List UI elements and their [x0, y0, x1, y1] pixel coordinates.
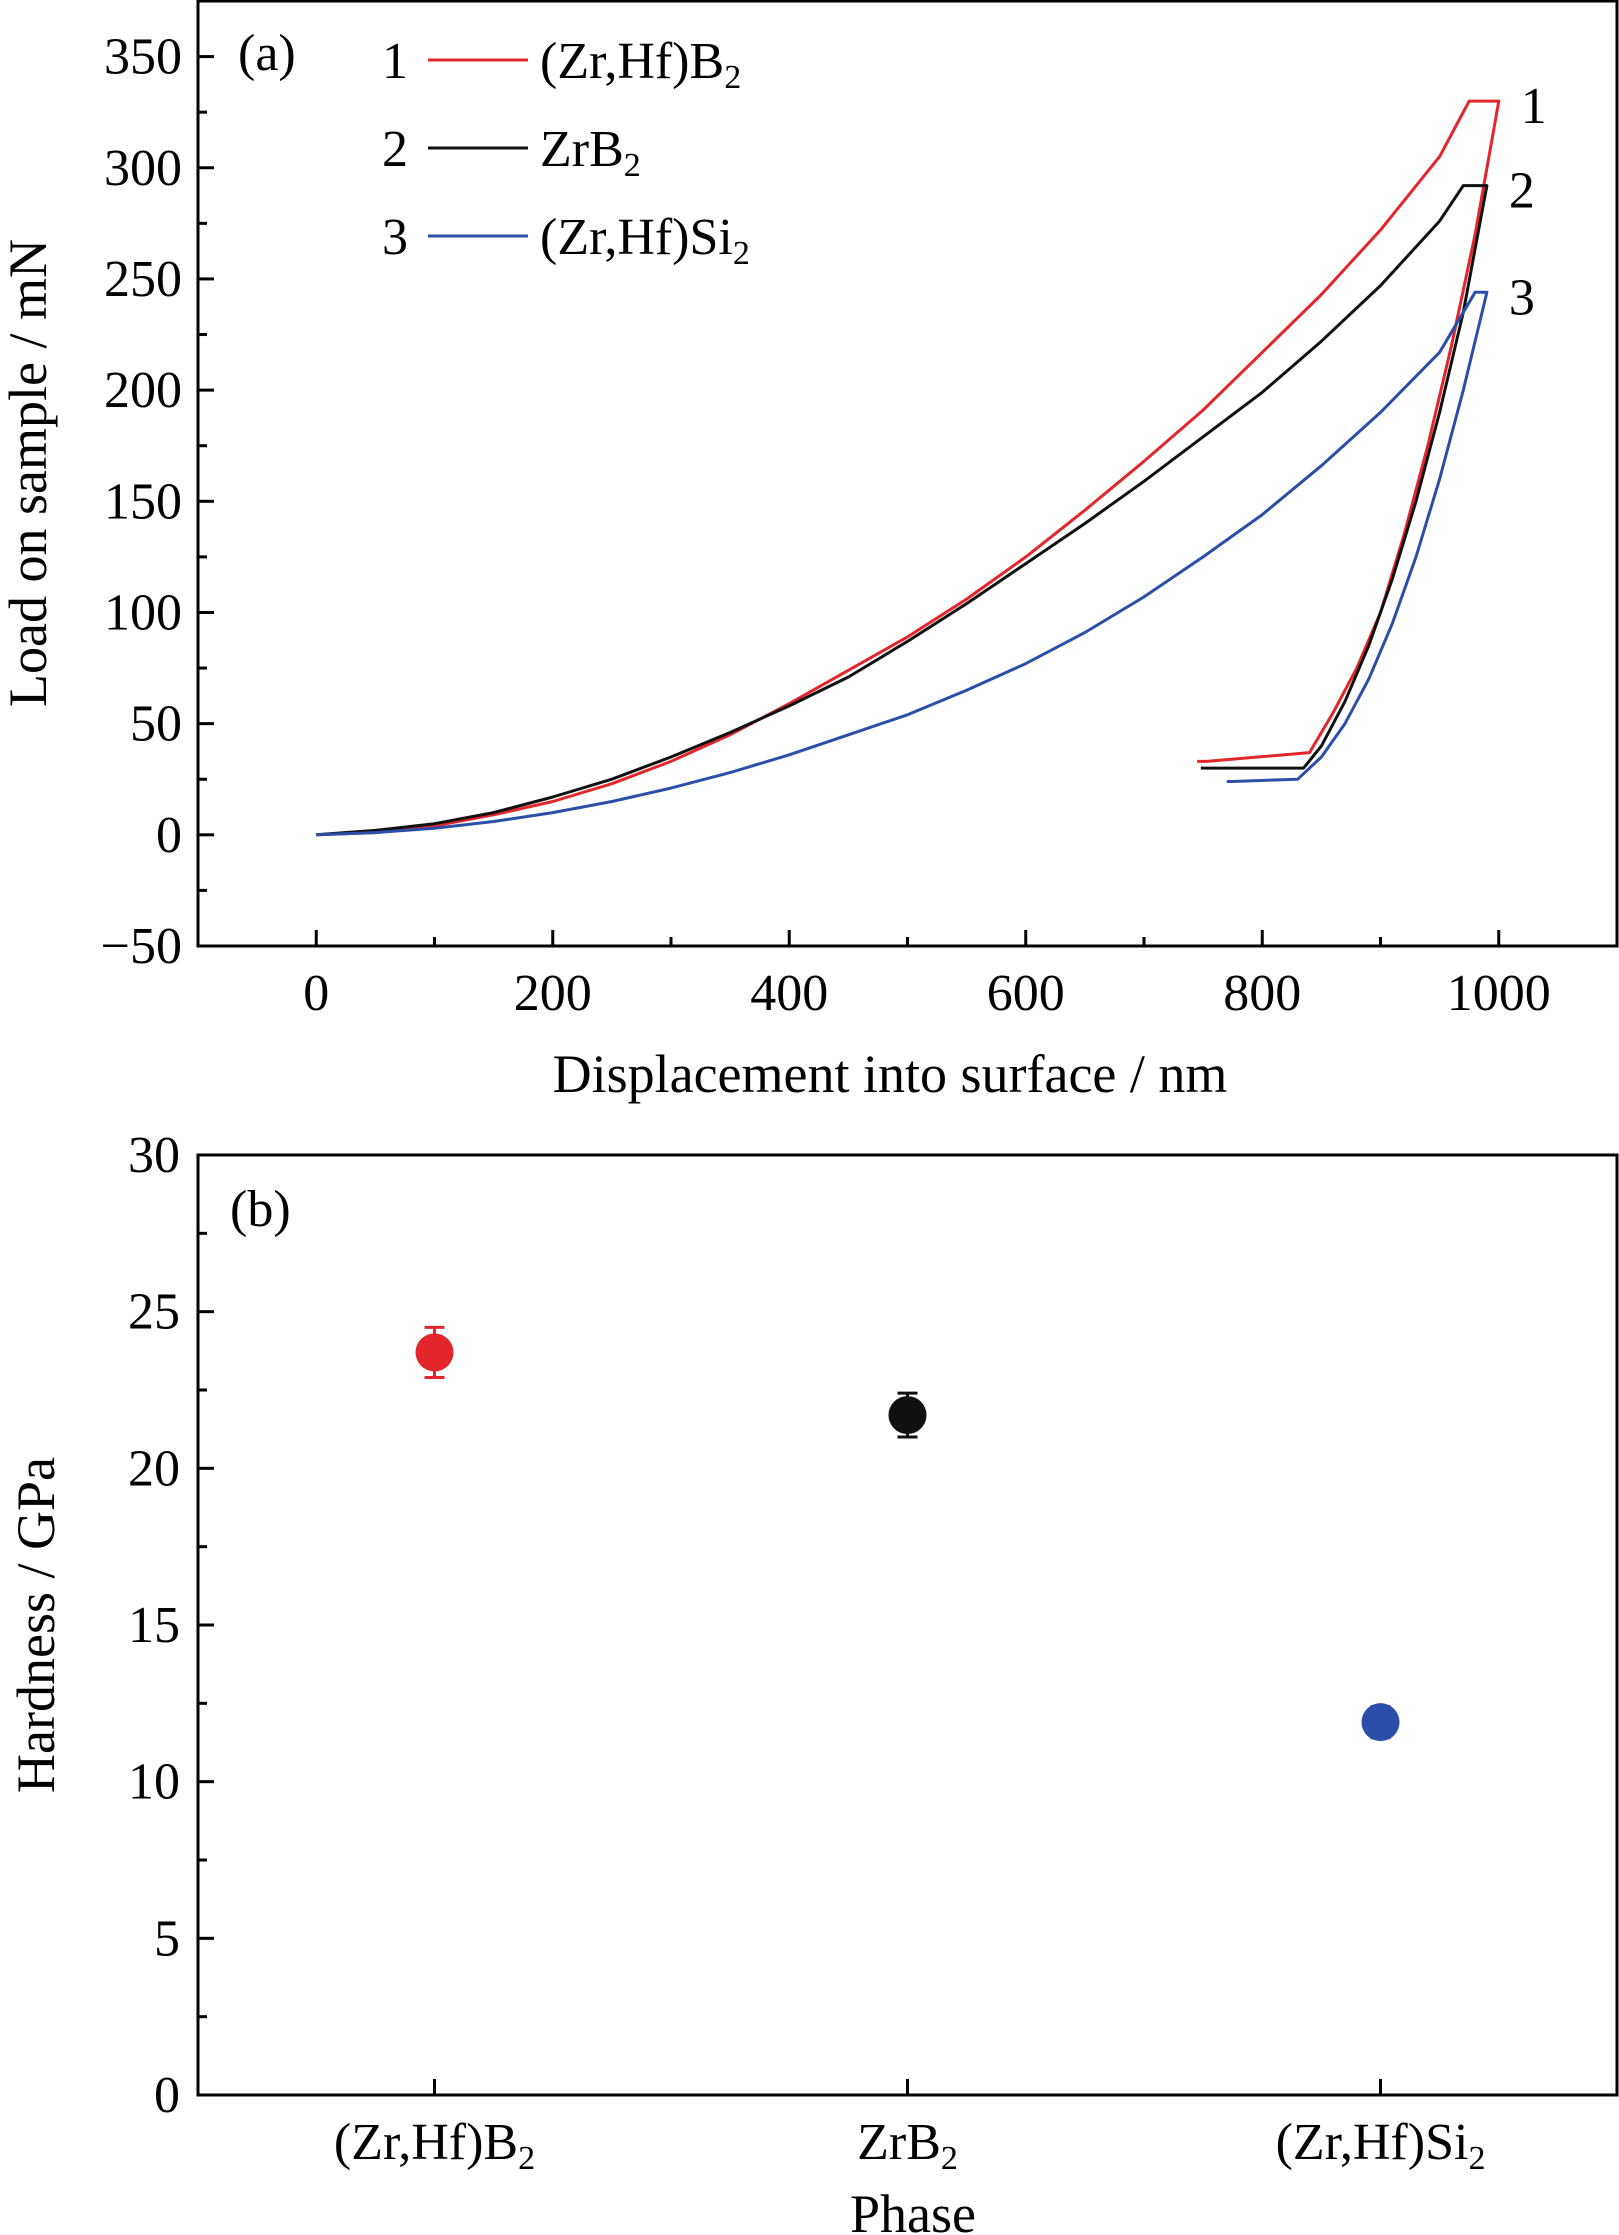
panel-b-label: (b): [230, 1181, 291, 1238]
panel-a-x-axis: 0 200 400 600 800 1000: [196, 930, 1619, 1022]
data-point: [415, 1325, 454, 1379]
legend-label: ZrB2: [540, 121, 641, 184]
panel-a-label: (a): [238, 25, 296, 82]
panel-b-y-axis-title: Hardness / GPa: [6, 1457, 66, 1793]
panel-a-plot-frame: [196, 0, 1619, 948]
y-tick-label: 5: [154, 1910, 180, 1967]
x-tick-label: 800: [1223, 965, 1301, 1022]
y-tick-label: −50: [101, 918, 182, 975]
point-marker: [888, 1396, 927, 1435]
y-tick-label: 300: [104, 140, 182, 197]
legend-number: 1: [382, 33, 408, 90]
point-marker: [415, 1333, 454, 1372]
panel-b-y-axis: 0 5 10 15 20 25 30: [128, 1127, 214, 2124]
panel-a-legend: 1 (Zr,Hf)B2 2 ZrB2 3 (Zr,Hf)Si2: [382, 33, 750, 272]
y-tick-label: 50: [130, 696, 182, 753]
y-tick-label: 20: [128, 1440, 180, 1497]
x-category-label: (Zr,Hf)B2: [334, 2114, 535, 2177]
x-tick-label: 1000: [1447, 965, 1551, 1022]
data-point: [888, 1391, 927, 1439]
panel-a-y-axis-title: Load on sample / mN: [0, 239, 58, 707]
series-2-curve: [316, 184, 1489, 837]
x-tick-label: 0: [303, 965, 329, 1022]
legend-number: 3: [382, 209, 408, 266]
series-2-end-label: 2: [1509, 163, 1535, 220]
panel-b-x-axis: (Zr,Hf)B2 ZrB2 (Zr,Hf)Si2: [334, 2079, 1486, 2177]
y-tick-label: 10: [128, 1754, 180, 1811]
y-tick-label: 350: [104, 29, 182, 86]
series-1-curve: [316, 99, 1501, 837]
y-tick-label: 30: [128, 1127, 180, 1184]
y-tick-label: 250: [104, 251, 182, 308]
y-tick-label: 150: [104, 473, 182, 530]
y-tick-label: 100: [104, 584, 182, 641]
panel-a-y-axis: −50 0 50 100 150 200 250 300 350: [101, 29, 214, 975]
y-tick-label: 0: [156, 807, 182, 864]
legend-label: (Zr,Hf)B2: [540, 33, 741, 96]
panel-a-x-axis-title: Displacement into surface / nm: [553, 1044, 1228, 1104]
panel-b-x-axis-title: Phase: [850, 2184, 976, 2235]
y-tick-label: 15: [128, 1597, 180, 1654]
x-tick-label: 200: [514, 965, 592, 1022]
panel-a-series-group: 1 2 3: [316, 78, 1547, 837]
panel-b-hardness-chart: 0 5 10 15 20 25 30 (Zr,Hf)B2 ZrB2 (Zr,Hf)Si2 (b)…: [6, 1127, 1619, 2235]
series-3-end-label: 3: [1509, 269, 1535, 326]
panel-b-points-group: [415, 1325, 1400, 1742]
point-marker: [1361, 1703, 1400, 1742]
y-tick-label: 200: [104, 362, 182, 419]
x-tick-label: 600: [987, 965, 1065, 1022]
x-category-label: (Zr,Hf)Si2: [1276, 2114, 1486, 2177]
data-point: [1361, 1703, 1400, 1742]
legend-label: (Zr,Hf)Si2: [540, 209, 750, 272]
series-3-curve: [316, 290, 1489, 837]
series-1-end-label: 1: [1521, 78, 1547, 135]
y-tick-label: 25: [128, 1284, 180, 1341]
x-tick-label: 400: [750, 965, 828, 1022]
y-tick-label: 0: [154, 2067, 180, 2124]
panel-b-plot-frame: [196, 1153, 1619, 2097]
legend-number: 2: [382, 121, 408, 178]
x-category-label: ZrB2: [857, 2114, 958, 2177]
